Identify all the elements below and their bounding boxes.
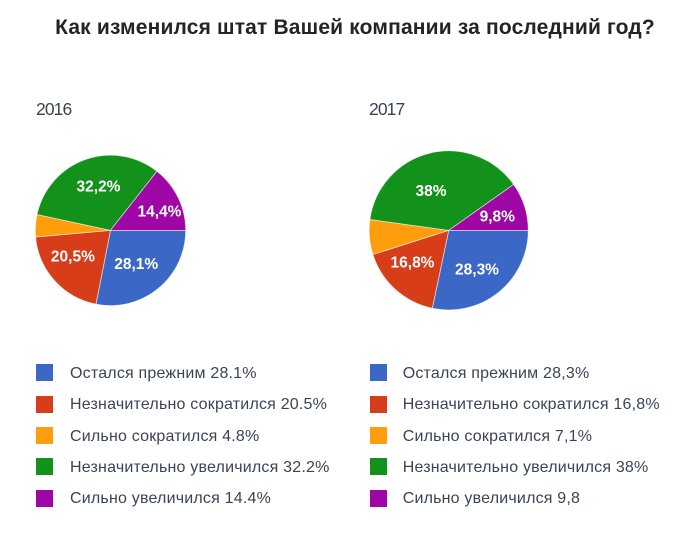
svg-text:9,8%: 9,8% (480, 208, 516, 225)
svg-text:20,5%: 20,5% (51, 249, 95, 266)
svg-text:28,3%: 28,3% (455, 262, 499, 279)
svg-text:16,8%: 16,8% (391, 254, 435, 271)
svg-text:28,1%: 28,1% (114, 256, 158, 273)
svg-text:38%: 38% (415, 183, 446, 200)
svg-text:32,2%: 32,2% (77, 179, 121, 196)
svg-text:14,4%: 14,4% (138, 203, 182, 220)
